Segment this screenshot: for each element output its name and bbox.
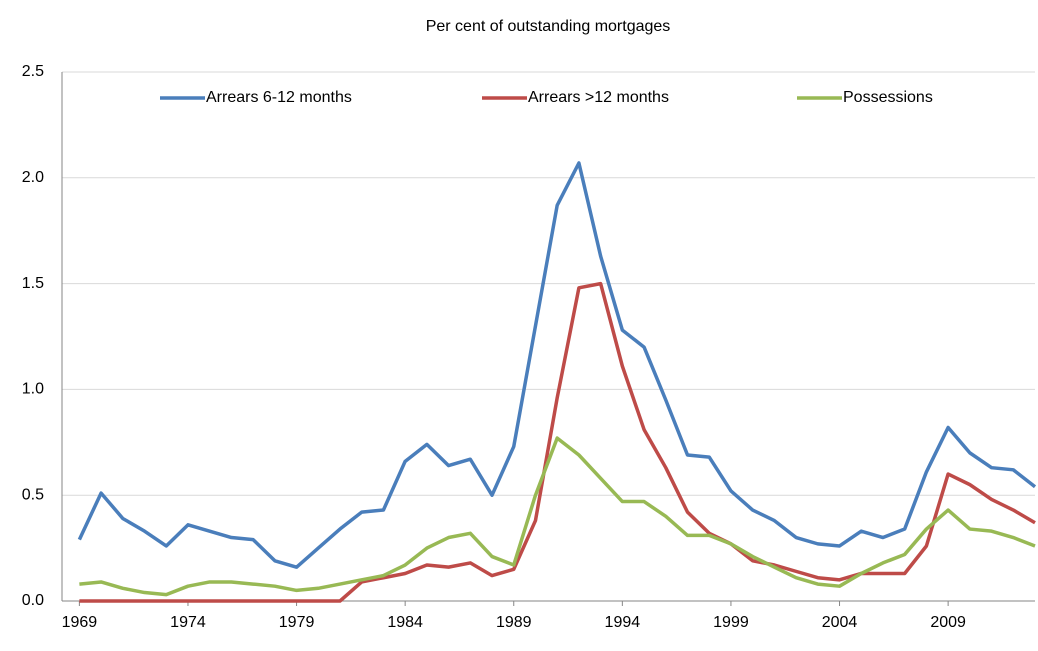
y-tick-label: 0.5 [22, 486, 44, 503]
x-tick-label: 1999 [713, 614, 749, 631]
legend-label: Possessions [843, 89, 933, 106]
y-tick-label: 1.0 [22, 381, 44, 398]
y-tick-label: 0.0 [22, 592, 44, 609]
series-line [79, 281, 1036, 603]
legend-label: Arrears >12 months [528, 89, 669, 106]
y-tick-label: 1.5 [22, 275, 44, 292]
chart-title: Per cent of outstanding mortgages [426, 18, 671, 35]
x-tick-label: 1969 [62, 614, 98, 631]
series-line [79, 436, 1036, 597]
x-tick-label: 1989 [496, 614, 532, 631]
y-tick-label: 2.5 [22, 63, 44, 80]
x-tick-label: 1974 [170, 614, 206, 631]
x-tick-label: 1984 [387, 614, 423, 631]
x-tick-label: 2004 [822, 614, 858, 631]
series-line [77, 161, 1037, 569]
x-tick-label: 1994 [605, 614, 641, 631]
x-tick-label: 2009 [930, 614, 966, 631]
y-tick-label: 2.0 [22, 169, 44, 186]
legend-label: Arrears 6-12 months [206, 89, 352, 106]
x-tick-label: 1979 [279, 614, 315, 631]
